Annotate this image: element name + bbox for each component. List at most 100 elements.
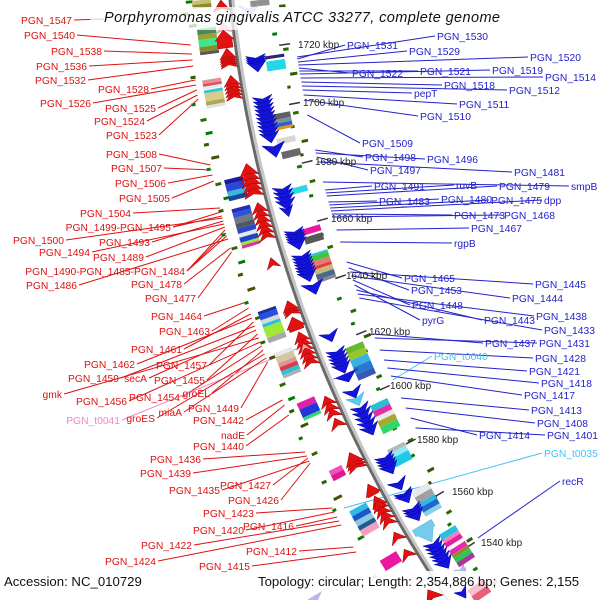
svg-text:PGN_1512: PGN_1512	[509, 86, 560, 97]
svg-text:rgpB: rgpB	[454, 239, 476, 250]
svg-text:PGN_1413: PGN_1413	[531, 406, 582, 417]
svg-text:nadE: nadE	[221, 431, 245, 442]
svg-text:PGN_1500: PGN_1500	[13, 236, 64, 247]
svg-text:Porphyromonas gingivalis ATCC: Porphyromonas gingivalis ATCC 33277, com…	[104, 10, 500, 26]
svg-text:1660 kbp: 1660 kbp	[331, 214, 373, 225]
svg-text:PGN_1481: PGN_1481	[514, 168, 565, 179]
svg-text:gmk: gmk	[43, 390, 63, 401]
svg-text:PGN_1530: PGN_1530	[437, 32, 488, 43]
svg-text:PGN_1490-PGN_1485-PGN_1484: PGN_1490-PGN_1485-PGN_1484	[25, 267, 185, 278]
svg-text:PGN_1478: PGN_1478	[131, 280, 182, 291]
svg-text:PGN_1449: PGN_1449	[188, 404, 239, 415]
svg-text:PGN_1480: PGN_1480	[441, 195, 492, 206]
svg-text:PGN_1508: PGN_1508	[106, 150, 157, 161]
svg-text:PGN_1504: PGN_1504	[80, 209, 131, 220]
svg-text:1680 kbp: 1680 kbp	[315, 157, 357, 168]
svg-text:PGN_1477: PGN_1477	[145, 294, 196, 305]
svg-text:PGN_1439: PGN_1439	[140, 469, 191, 480]
svg-text:PGN_1519: PGN_1519	[492, 66, 543, 77]
svg-text:PGN_1528: PGN_1528	[98, 85, 149, 96]
svg-text:PGN_1412: PGN_1412	[246, 547, 297, 558]
svg-text:PGN_1467: PGN_1467	[471, 224, 522, 235]
svg-text:PGN_1473: PGN_1473	[454, 211, 505, 222]
svg-text:PGN_1509: PGN_1509	[362, 139, 413, 150]
svg-text:PGN_1540: PGN_1540	[24, 31, 75, 42]
svg-text:PGN_1522: PGN_1522	[352, 69, 403, 80]
svg-text:PGN_1479: PGN_1479	[499, 182, 550, 193]
svg-text:PGN_1438: PGN_1438	[536, 312, 587, 323]
svg-text:pyrG: pyrG	[422, 316, 444, 327]
svg-text:PGN_t0040: PGN_t0040	[434, 352, 488, 363]
svg-text:PGN_1445: PGN_1445	[535, 280, 586, 291]
svg-text:PGN_1531: PGN_1531	[347, 41, 398, 52]
svg-text:PGN_1486: PGN_1486	[26, 281, 77, 292]
svg-text:dpp: dpp	[544, 196, 561, 207]
svg-text:PGN_1526: PGN_1526	[40, 99, 91, 110]
svg-text:ruvB: ruvB	[456, 181, 477, 192]
svg-text:PGN_1424: PGN_1424	[105, 557, 156, 568]
svg-text:1640 kbp: 1640 kbp	[346, 271, 388, 282]
svg-text:PGN_1491: PGN_1491	[374, 182, 425, 193]
svg-text:PGN_1523: PGN_1523	[106, 131, 157, 142]
svg-text:PGN_1453: PGN_1453	[411, 286, 462, 297]
svg-text:PGN_1497: PGN_1497	[370, 166, 421, 177]
svg-text:PGN_1475: PGN_1475	[491, 196, 542, 207]
svg-text:PGN_1418: PGN_1418	[541, 379, 592, 390]
svg-text:PGN_1401: PGN_1401	[547, 431, 598, 442]
svg-text:PGN_1499-PGN_1495: PGN_1499-PGN_1495	[66, 223, 172, 234]
svg-text:1620 kbp: 1620 kbp	[369, 327, 411, 338]
svg-text:PGN_1464: PGN_1464	[151, 312, 202, 323]
svg-text:PGN_1489: PGN_1489	[93, 253, 144, 264]
svg-text:PGN_1514: PGN_1514	[545, 73, 596, 84]
svg-text:PGN_1524: PGN_1524	[94, 117, 145, 128]
svg-text:PGN_1431: PGN_1431	[539, 339, 590, 350]
svg-text:1580 kbp: 1580 kbp	[417, 435, 459, 446]
svg-text:PGN_1507: PGN_1507	[111, 164, 162, 175]
svg-text:PGN_1532: PGN_1532	[35, 76, 86, 87]
svg-text:PGN_1465: PGN_1465	[404, 274, 455, 285]
svg-text:PGN_1455: PGN_1455	[154, 376, 205, 387]
svg-text:PGN_1443: PGN_1443	[484, 316, 535, 327]
svg-text:PGN_1436: PGN_1436	[150, 455, 201, 466]
svg-text:PGN_1493: PGN_1493	[99, 238, 150, 249]
svg-text:PGN_1459: PGN_1459	[68, 374, 119, 385]
svg-text:PGN_1415: PGN_1415	[199, 562, 250, 573]
svg-text:PGN_1440: PGN_1440	[193, 442, 244, 453]
svg-text:PGN_1422: PGN_1422	[141, 541, 192, 552]
svg-text:PGN_1437: PGN_1437	[485, 339, 536, 350]
svg-text:PGN_1461: PGN_1461	[131, 345, 182, 356]
svg-text:PGN_1442: PGN_1442	[193, 416, 244, 427]
svg-text:PGN_1421: PGN_1421	[529, 367, 580, 378]
svg-text:PGN_1454: PGN_1454	[129, 393, 180, 404]
svg-text:PGN_1498: PGN_1498	[365, 153, 416, 164]
svg-text:PGN_1536: PGN_1536	[36, 62, 87, 73]
svg-text:Accession: NC_010729: Accession: NC_010729	[4, 574, 142, 589]
svg-text:PGN_1444: PGN_1444	[512, 294, 563, 305]
svg-text:recR: recR	[562, 477, 584, 488]
svg-text:PGN_1420: PGN_1420	[193, 526, 244, 537]
svg-text:PGN_1414: PGN_1414	[479, 431, 530, 442]
svg-text:PGN_1457: PGN_1457	[156, 361, 207, 372]
svg-text:PGN_1529: PGN_1529	[409, 47, 460, 58]
svg-text:PGN_1496: PGN_1496	[427, 155, 478, 166]
svg-text:groES: groES	[126, 414, 155, 425]
svg-text:PGN_1518: PGN_1518	[444, 81, 495, 92]
svg-text:PGN_1505: PGN_1505	[119, 194, 170, 205]
svg-text:PGN_t0041: PGN_t0041	[66, 416, 120, 427]
svg-text:PGN_1408: PGN_1408	[537, 419, 588, 430]
svg-text:PGN_1427: PGN_1427	[220, 481, 271, 492]
svg-text:Topology: circular; Length: 2,: Topology: circular; Length: 2,354,886 bp…	[258, 574, 579, 589]
svg-text:1600 kbp: 1600 kbp	[390, 381, 432, 392]
svg-text:1540 kbp: 1540 kbp	[481, 538, 523, 549]
svg-text:PGN_1456: PGN_1456	[76, 397, 127, 408]
svg-text:PGN_1521: PGN_1521	[420, 67, 471, 78]
svg-text:groEL: groEL	[183, 389, 211, 400]
svg-text:PGN_1547: PGN_1547	[21, 16, 72, 27]
svg-text:smpB: smpB	[571, 182, 597, 193]
svg-text:PGN_1520: PGN_1520	[530, 53, 581, 64]
svg-text:PGN_1417: PGN_1417	[524, 391, 575, 402]
svg-text:PGN_1483: PGN_1483	[379, 197, 430, 208]
svg-text:PGN_1416: PGN_1416	[243, 522, 294, 533]
svg-text:PGN_1511: PGN_1511	[459, 100, 509, 111]
svg-text:PGN_1506: PGN_1506	[115, 179, 166, 190]
